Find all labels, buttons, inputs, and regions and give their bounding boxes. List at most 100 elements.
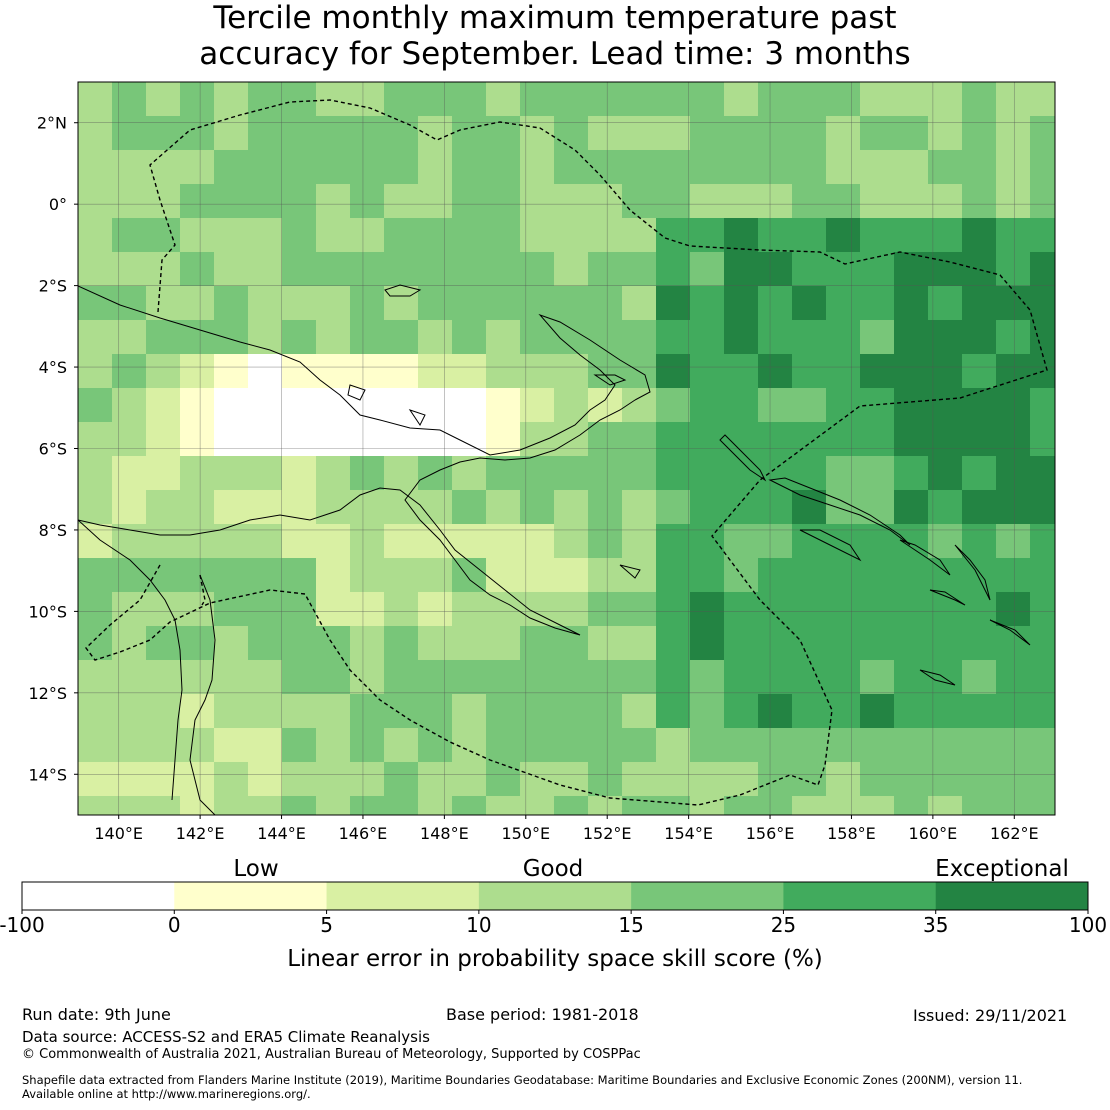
grid-cell — [894, 218, 929, 253]
grid-cell — [1030, 320, 1055, 355]
grid-cell — [486, 150, 521, 185]
coastline-segment — [384, 284, 422, 297]
grid-cell — [928, 728, 963, 763]
grid-cell — [962, 184, 997, 219]
grid-cell — [860, 354, 895, 389]
grid-cell — [418, 218, 453, 253]
grid-cell — [622, 150, 657, 185]
grid-cell — [452, 116, 487, 151]
grid-cell — [1030, 388, 1055, 423]
grid-cell — [180, 694, 215, 729]
grid-cell — [452, 796, 487, 815]
grid-cell — [520, 82, 555, 117]
coastline-segment — [719, 434, 767, 482]
grid-cell — [588, 218, 623, 253]
grid-cell — [520, 116, 555, 151]
grid-cell — [588, 490, 623, 525]
grid-cell — [826, 456, 861, 491]
grid-cell — [894, 150, 929, 185]
grid-cell — [928, 184, 963, 219]
grid-cell — [384, 762, 419, 797]
grid-cell — [384, 184, 419, 219]
grid-cell — [656, 354, 691, 389]
colorbar-tick-label: -100 — [0, 913, 45, 937]
grid-cell — [690, 184, 725, 219]
colorbar-swatch — [783, 882, 937, 910]
grid-cell — [248, 218, 283, 253]
grid-cell — [486, 558, 521, 593]
grid-cell — [384, 218, 419, 253]
grid-cell — [588, 728, 623, 763]
grid-cell — [928, 150, 963, 185]
lat-tick-label: 2°S — [39, 277, 67, 296]
grid-cell — [656, 694, 691, 729]
grid-cell — [554, 694, 589, 729]
grid-cell — [724, 286, 759, 321]
grid-cell — [384, 456, 419, 491]
grid-cell — [554, 660, 589, 695]
grid-cell — [248, 252, 283, 287]
grid-cell — [826, 286, 861, 321]
grid-cell — [656, 728, 691, 763]
grid-cell — [792, 286, 827, 321]
grid-cell — [214, 524, 249, 559]
grid-cell — [78, 388, 113, 423]
grid-cell — [928, 490, 963, 525]
grid-cell — [146, 320, 181, 355]
grid-cell — [826, 762, 861, 797]
grid-cell — [622, 660, 657, 695]
grid-cell — [962, 592, 997, 627]
grid-cell — [78, 184, 113, 219]
grid-cell — [588, 184, 623, 219]
grid-cell — [622, 456, 657, 491]
grid-cell — [826, 626, 861, 661]
grid-cell — [350, 694, 385, 729]
colorbar-swatch — [22, 882, 175, 910]
coastline-segment — [989, 619, 1031, 646]
grid-cell — [758, 592, 793, 627]
grid-cell — [554, 82, 589, 117]
grid-cell — [928, 694, 963, 729]
grid-cell — [656, 626, 691, 661]
grid-cell — [384, 558, 419, 593]
grid-cell — [452, 388, 487, 423]
grid-cell — [1030, 354, 1055, 389]
grid-cell — [962, 354, 997, 389]
grid-cell — [452, 660, 487, 695]
grid-cell — [384, 694, 419, 729]
grid-cell — [792, 320, 827, 355]
grid-cell — [656, 184, 691, 219]
grid-cell — [962, 490, 997, 525]
grid-cell — [622, 218, 657, 253]
grid-cell — [724, 490, 759, 525]
grid-cell — [180, 286, 215, 321]
grid-cell — [452, 422, 487, 457]
grid-cell — [554, 286, 589, 321]
grid-cell — [622, 116, 657, 151]
grid-cell — [622, 626, 657, 661]
grid-cell — [622, 320, 657, 355]
grid-cell — [418, 456, 453, 491]
data-source: Data source: ACCESS-S2 and ERA5 Climate … — [22, 1028, 430, 1046]
grid-cell — [860, 762, 895, 797]
grid-cell — [316, 354, 351, 389]
grid-cell — [622, 762, 657, 797]
colorbar-tick-label: 100 — [1069, 913, 1107, 937]
grid-cell — [724, 116, 759, 151]
grid-cell — [690, 320, 725, 355]
title-line-2: accuracy for September. Lead time: 3 mon… — [199, 36, 911, 72]
grid-cell — [486, 796, 521, 815]
grid-cell — [588, 694, 623, 729]
grid-cell — [792, 626, 827, 661]
grid-cell — [894, 320, 929, 355]
grid-cell — [418, 320, 453, 355]
title-line-1: Tercile monthly maximum temperature past — [213, 0, 897, 36]
eez-boundary — [85, 99, 1048, 806]
grid-cell — [792, 116, 827, 151]
grid-cell — [554, 184, 589, 219]
grid-cell — [282, 456, 317, 491]
grid-cell — [248, 116, 283, 151]
grid-cell — [894, 252, 929, 287]
grid-cell — [588, 592, 623, 627]
grid-cell — [758, 524, 793, 559]
